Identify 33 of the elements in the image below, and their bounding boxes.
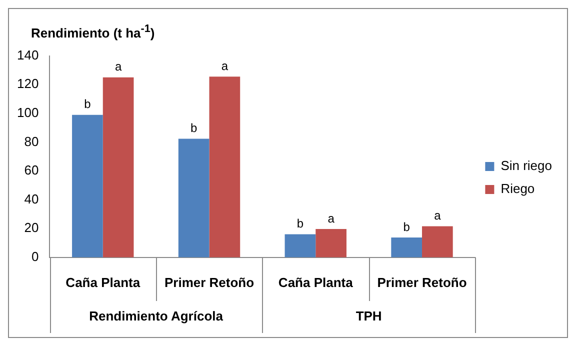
data-label: b bbox=[190, 121, 198, 136]
y-tick-label: 20 bbox=[24, 220, 39, 236]
y-tick-label: 80 bbox=[24, 134, 39, 149]
data-label: b bbox=[403, 220, 410, 234]
text: Rendimiento Agrícola bbox=[89, 308, 224, 324]
data-label: a bbox=[114, 60, 122, 74]
bar bbox=[102, 77, 134, 258]
legend-label: Sin riego bbox=[500, 158, 552, 174]
y-tick-label: 0 bbox=[31, 248, 39, 264]
data-label: a bbox=[328, 211, 335, 226]
bar bbox=[422, 226, 453, 258]
x-tick-label: Primer Retoño bbox=[377, 274, 467, 290]
bar bbox=[284, 234, 316, 258]
data-label: b bbox=[84, 97, 92, 112]
y-tick-label: 120 bbox=[16, 76, 39, 92]
legend-label: Riego bbox=[500, 181, 535, 196]
bar bbox=[316, 229, 346, 258]
data-label: a bbox=[434, 208, 442, 223]
data-label: b bbox=[296, 216, 304, 231]
text: TPH bbox=[356, 308, 382, 324]
y-tick-label: 60 bbox=[24, 162, 39, 178]
x-tick-label: Caña Planta bbox=[66, 274, 141, 290]
bar bbox=[391, 238, 422, 258]
data-label: a bbox=[221, 58, 228, 73]
bar bbox=[72, 114, 103, 258]
y-axis-title: Rendimiento (t ha$^{-1}$) bbox=[31, 23, 155, 40]
y-tick-label: 100 bbox=[16, 104, 39, 120]
bar bbox=[209, 76, 240, 258]
bar bbox=[178, 138, 210, 258]
y-tick-label: 140 bbox=[16, 47, 39, 62]
x-tick-label: Caña Planta bbox=[278, 274, 354, 290]
y-tick-label: 40 bbox=[24, 191, 39, 206]
x-tick-label: Primer Retoño bbox=[164, 274, 254, 290]
